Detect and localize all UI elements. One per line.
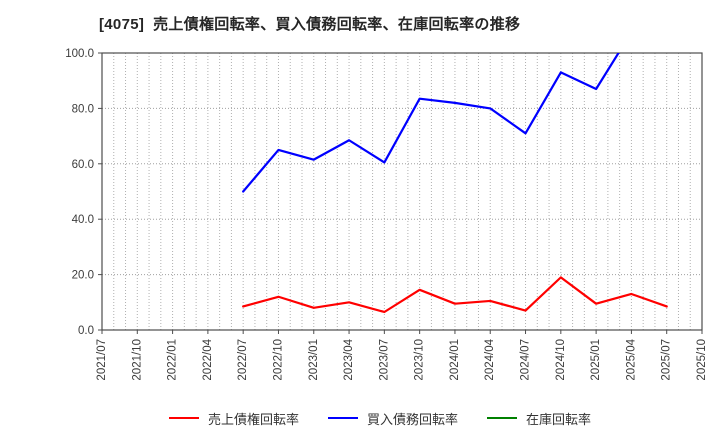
x-tick-label: 2022/10 — [272, 339, 284, 381]
x-tick-label: 2025/10 — [696, 339, 708, 381]
x-tick-label: 2022/04 — [202, 338, 214, 380]
series-group — [242, 53, 668, 314]
x-tick-label: 2024/01 — [449, 339, 461, 381]
x-tick-label: 2025/01 — [590, 339, 602, 381]
x-tick-label: 2025/04 — [625, 338, 637, 380]
x-tick-label: 2021/07 — [96, 339, 108, 381]
x-tick-label: 2023/10 — [414, 339, 426, 381]
series-line-1 — [242, 53, 620, 193]
x-tick-label: 2022/07 — [237, 339, 249, 381]
legend-label-inventory-turnover: 在庫回転率 — [526, 411, 592, 427]
series-line-0 — [242, 276, 668, 314]
x-tick-label: 2021/10 — [131, 339, 143, 381]
legend-item-accounts-payable-turnover: 買入債務回転率 — [327, 409, 458, 428]
y-tick-label: 40.0 — [72, 214, 94, 226]
x-tick-label: 2024/04 — [484, 338, 496, 380]
green-line-swatch-icon — [487, 417, 517, 419]
y-tick-label: 60.0 — [72, 159, 94, 171]
legend-item-inventory-turnover: 在庫回転率 — [487, 409, 591, 428]
y-tick-label: 0.0 — [78, 325, 94, 337]
legend-item-accounts-receivable-turnover: 売上債権回転率 — [168, 409, 299, 428]
chart-title: [4075] 売上債権回転率、買入債務回転率、在庫回転率の推移 — [99, 16, 521, 33]
plot-border — [101, 52, 703, 331]
x-tick-label: 2022/01 — [167, 339, 179, 381]
y-tick-label: 100.0 — [65, 48, 94, 60]
x-tick-label: 2024/10 — [555, 339, 567, 381]
blue-line-swatch-icon — [327, 417, 358, 419]
legend-label-accounts-receivable-turnover: 売上債権回転率 — [207, 411, 299, 427]
y-tick-label: 80.0 — [72, 103, 94, 115]
red-line-swatch-icon — [168, 417, 199, 419]
x-tick-label: 2025/07 — [661, 339, 673, 381]
x-tick-label: 2023/07 — [378, 339, 390, 381]
x-tick-label: 2023/01 — [308, 339, 320, 381]
x-tick-label: 2024/07 — [520, 339, 532, 381]
legend: 売上債権回転率 買入債務回転率 在庫回転率 — [20, 406, 720, 430]
legend-label-accounts-payable-turnover: 買入債務回転率 — [366, 411, 458, 427]
x-tick-label: 2023/04 — [343, 338, 355, 380]
y-tick-label: 20.0 — [72, 270, 94, 282]
